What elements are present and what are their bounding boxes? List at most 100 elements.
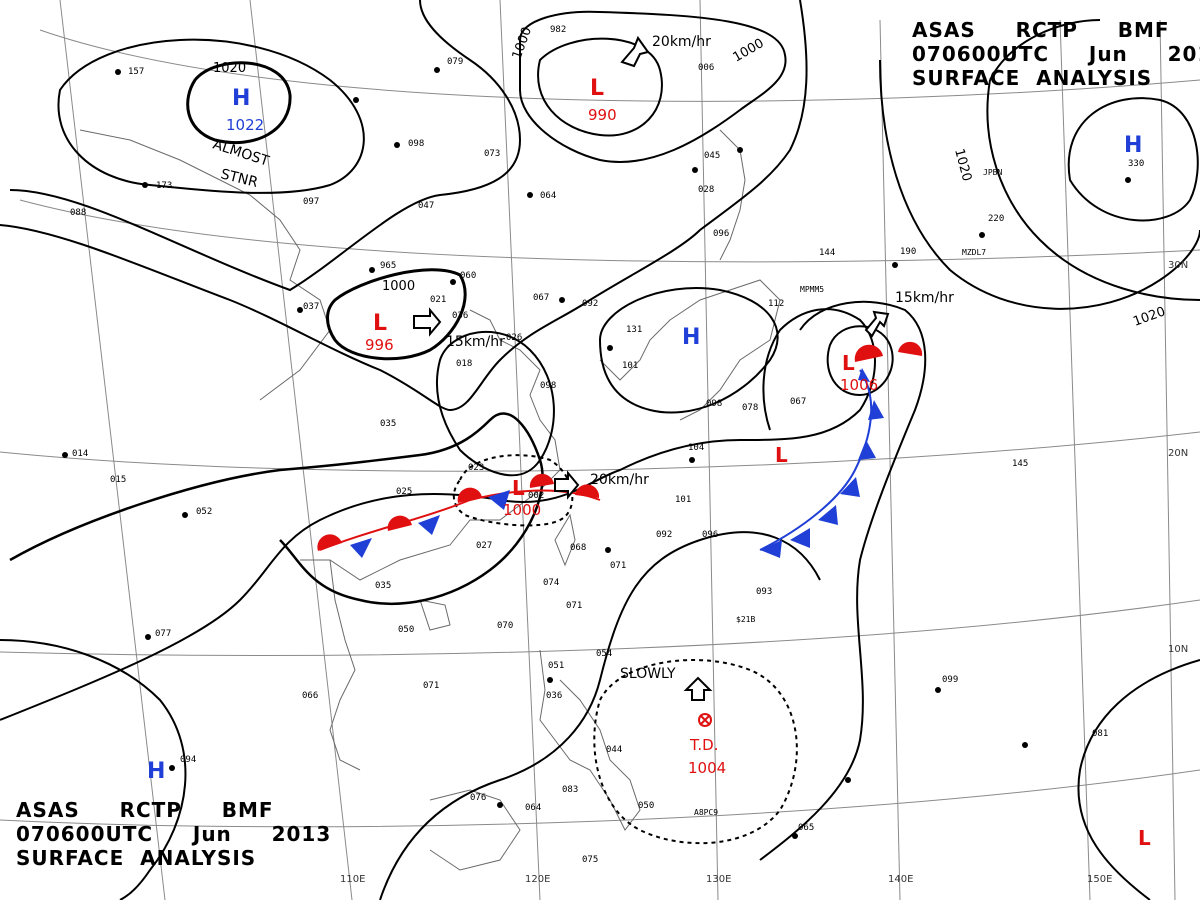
station-number: 112: [768, 299, 784, 309]
station-number: 066: [302, 691, 318, 701]
station-code: A8PC9: [694, 808, 718, 817]
station-dot: [297, 307, 303, 313]
isobar-low-996-1000: [326, 268, 467, 361]
isobar-label: 1020: [951, 147, 974, 183]
station-number: 157: [128, 67, 144, 77]
station-number: 052: [196, 507, 212, 517]
isobar-south-mid: [379, 531, 821, 900]
cold-triangle: [790, 528, 810, 548]
station-number: 330: [1128, 159, 1144, 169]
isobar-low-1006: [826, 325, 894, 397]
header-top: ASAS RCTP BMF 070600UTC Jun 2013 SURFACE…: [912, 18, 1200, 90]
cold-triangle: [760, 540, 782, 558]
motion-label: 15km/hr: [446, 334, 505, 350]
station-number: 014: [72, 449, 88, 459]
lat-line-30n: [19, 199, 1200, 263]
header-datetime: 070600UTC Jun 2013: [912, 42, 1200, 66]
low-center-letter: L: [512, 476, 525, 500]
station-number: 982: [550, 25, 566, 35]
station-dot: [605, 547, 611, 553]
station-number: 047: [418, 201, 434, 211]
station-number: 081: [1092, 729, 1108, 739]
coast-japan-north: [719, 129, 746, 261]
td-pressure-value: 1004: [688, 759, 726, 777]
cold-front-east-triangles: [760, 368, 884, 558]
lon-line-100e: [59, 0, 166, 900]
station-number: 073: [484, 149, 500, 159]
warm-bump: [898, 341, 923, 356]
cold-triangle: [858, 368, 870, 382]
low-center-letter: L: [590, 76, 604, 101]
station-number: 067: [533, 293, 549, 303]
station-number: 101: [675, 495, 691, 505]
lat-line-40n: [39, 29, 1200, 102]
high-center-letter: H: [147, 759, 165, 784]
warm-front-bumps: [317, 341, 923, 551]
lat-line-10n: [0, 599, 1200, 656]
cold-triangle: [868, 400, 884, 420]
station-number: 045: [704, 151, 720, 161]
station-dot: [182, 512, 188, 518]
isobar-outer-east: [759, 300, 927, 861]
td-label: T.D.: [689, 736, 718, 754]
station-number: 092: [656, 530, 672, 540]
cold-triangle: [488, 490, 510, 510]
station-number: 027: [476, 541, 492, 551]
isobar-low-990-inner: [537, 37, 663, 137]
isobar-label: 1020: [213, 61, 246, 76]
motion-arrow-icon: [413, 307, 442, 337]
isobar-label: 1000: [382, 279, 415, 294]
cold-triangle: [350, 538, 372, 558]
cold-triangle: [840, 477, 860, 497]
station-number: 131: [626, 325, 642, 335]
station-code: JPBN: [983, 168, 1002, 177]
header-datetime: 070600UTC Jun 2013: [16, 822, 332, 846]
station-number: 104: [688, 443, 704, 453]
station-dot: [979, 232, 985, 238]
cold-triangle: [418, 515, 440, 535]
low-center-value: 990: [588, 106, 617, 124]
station-dot: [394, 142, 400, 148]
td-dashed-circle: [593, 659, 798, 845]
station-number: 071: [423, 681, 439, 691]
station-number: 220: [988, 214, 1004, 224]
station-dot: [450, 279, 456, 285]
station-dot: [527, 192, 533, 198]
station-dot: [369, 267, 375, 273]
station-codes: MPMM5 JPBN MZDL7 $21B A8PC9: [694, 168, 1002, 817]
station-number: 015: [110, 475, 126, 485]
isobar-high-center-ring: [598, 287, 779, 414]
station-number: 097: [303, 197, 319, 207]
station-number: 965: [380, 261, 396, 271]
cold-triangle: [818, 505, 838, 525]
station-dot: [145, 634, 151, 640]
station-number: 068: [570, 543, 586, 553]
lat-label: 20N: [1168, 448, 1188, 459]
isobar-east-1020: [879, 59, 1200, 310]
station-dot: [737, 147, 743, 153]
high-center-value: 1022: [226, 116, 264, 134]
station-dot: [935, 687, 941, 693]
station-number: 054: [596, 649, 612, 659]
station-code: $21B: [736, 615, 755, 624]
motion-label: 15km/hr: [895, 290, 954, 306]
warm-bump: [529, 473, 554, 488]
isobar-low-990-1000: [519, 10, 787, 163]
isobar-band-north: [9, 0, 522, 292]
low-center-letter: L: [775, 443, 788, 467]
high-center-letter: H: [232, 86, 250, 111]
station-dot: [115, 69, 121, 75]
station-number: 144: [819, 248, 835, 258]
motion-arrow-icon: [683, 676, 713, 701]
station-number: 036: [452, 311, 468, 321]
station-number: 025: [396, 487, 412, 497]
station-dot: [689, 457, 695, 463]
motion-label: 20km/hr: [590, 472, 649, 488]
station-number: 065: [798, 823, 814, 833]
low-center-value: 1006: [840, 376, 878, 394]
low-center-value: 1000: [503, 501, 541, 519]
station-code: MZDL7: [962, 248, 986, 257]
station-number: 145: [1012, 459, 1028, 469]
